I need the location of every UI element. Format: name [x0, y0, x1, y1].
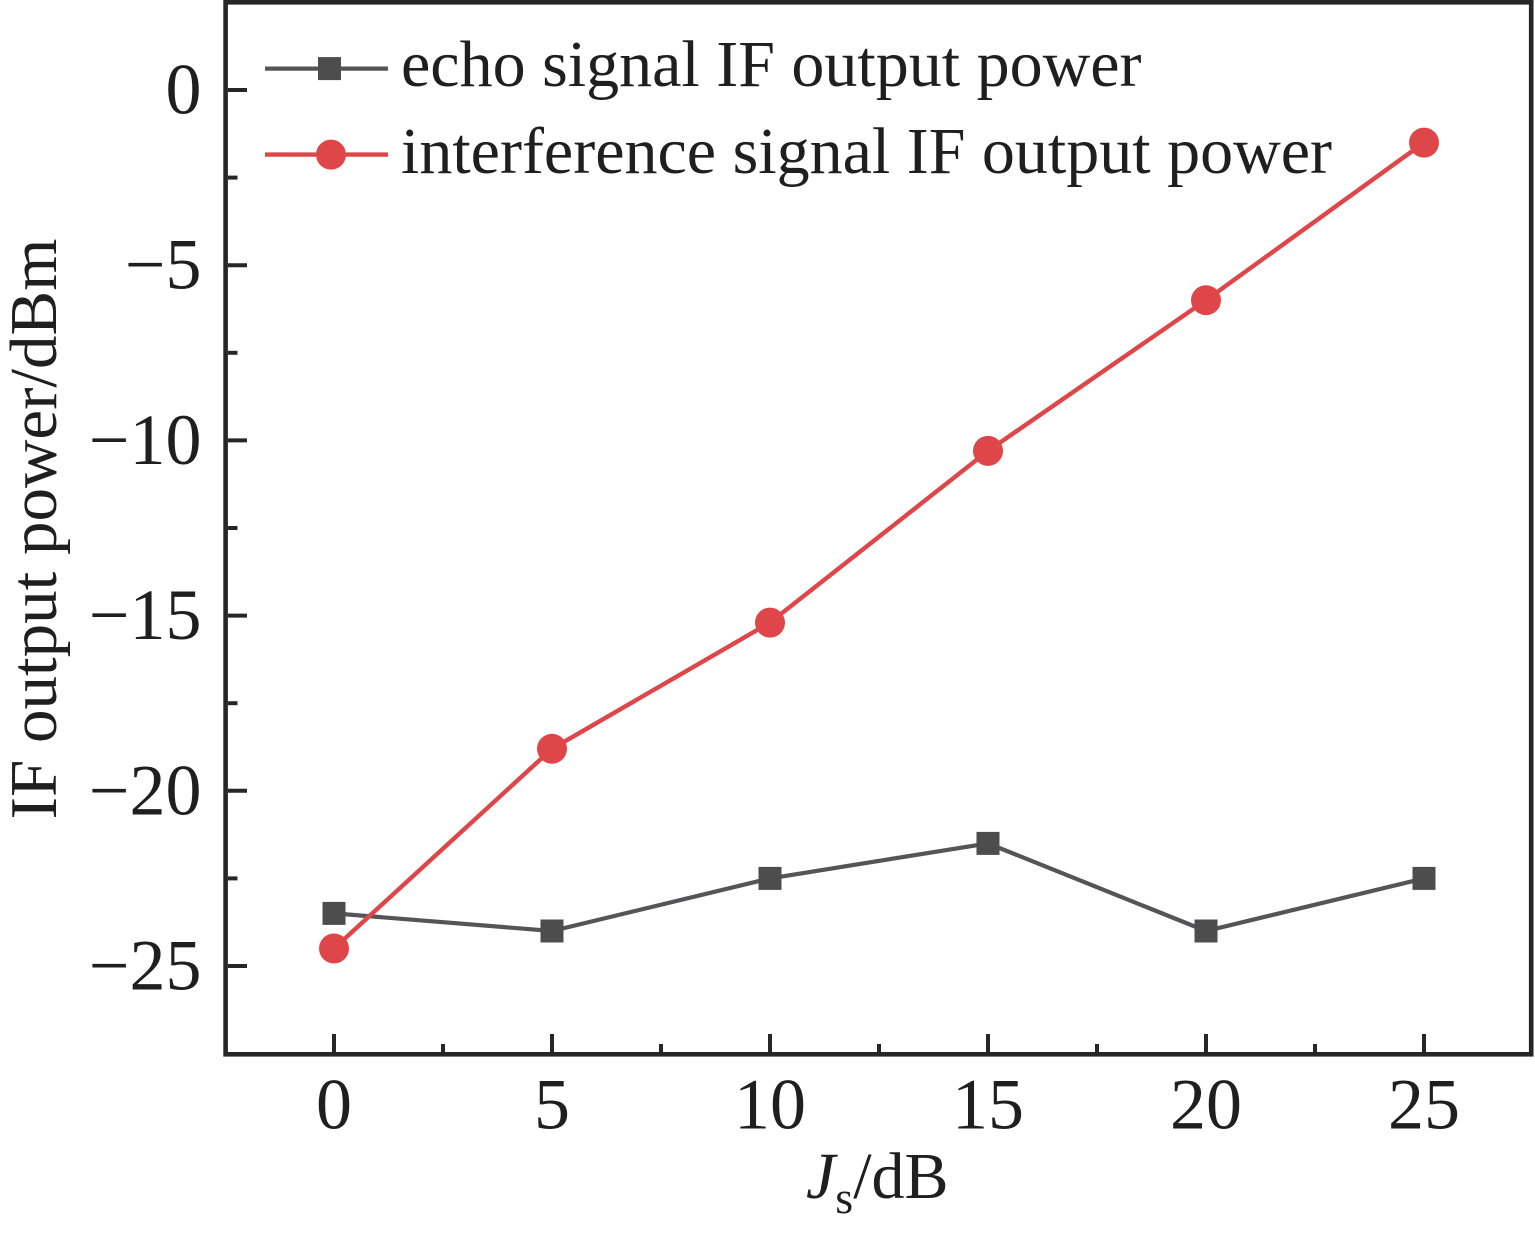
- svg-text:25: 25: [1388, 1065, 1460, 1145]
- svg-text:5: 5: [534, 1065, 570, 1145]
- svg-text:IF output power/dBm: IF output power/dBm: [0, 239, 71, 820]
- svg-text:20: 20: [1170, 1065, 1242, 1145]
- svg-text:−15: −15: [89, 575, 202, 655]
- svg-text:15: 15: [952, 1065, 1024, 1145]
- svg-text:echo signal IF output power: echo signal IF output power: [401, 28, 1142, 101]
- svg-text:−5: −5: [125, 225, 202, 305]
- svg-text:−25: −25: [89, 926, 202, 1006]
- svg-text:0: 0: [166, 50, 202, 130]
- svg-text:−10: −10: [89, 400, 202, 480]
- svg-text:−20: −20: [89, 750, 202, 830]
- svg-text:0: 0: [316, 1065, 352, 1145]
- svg-text:interference signal IF output: interference signal IF output power: [401, 115, 1332, 188]
- svg-text:10: 10: [734, 1065, 806, 1145]
- svg-text:Js/dB: Js/dB: [806, 1140, 949, 1223]
